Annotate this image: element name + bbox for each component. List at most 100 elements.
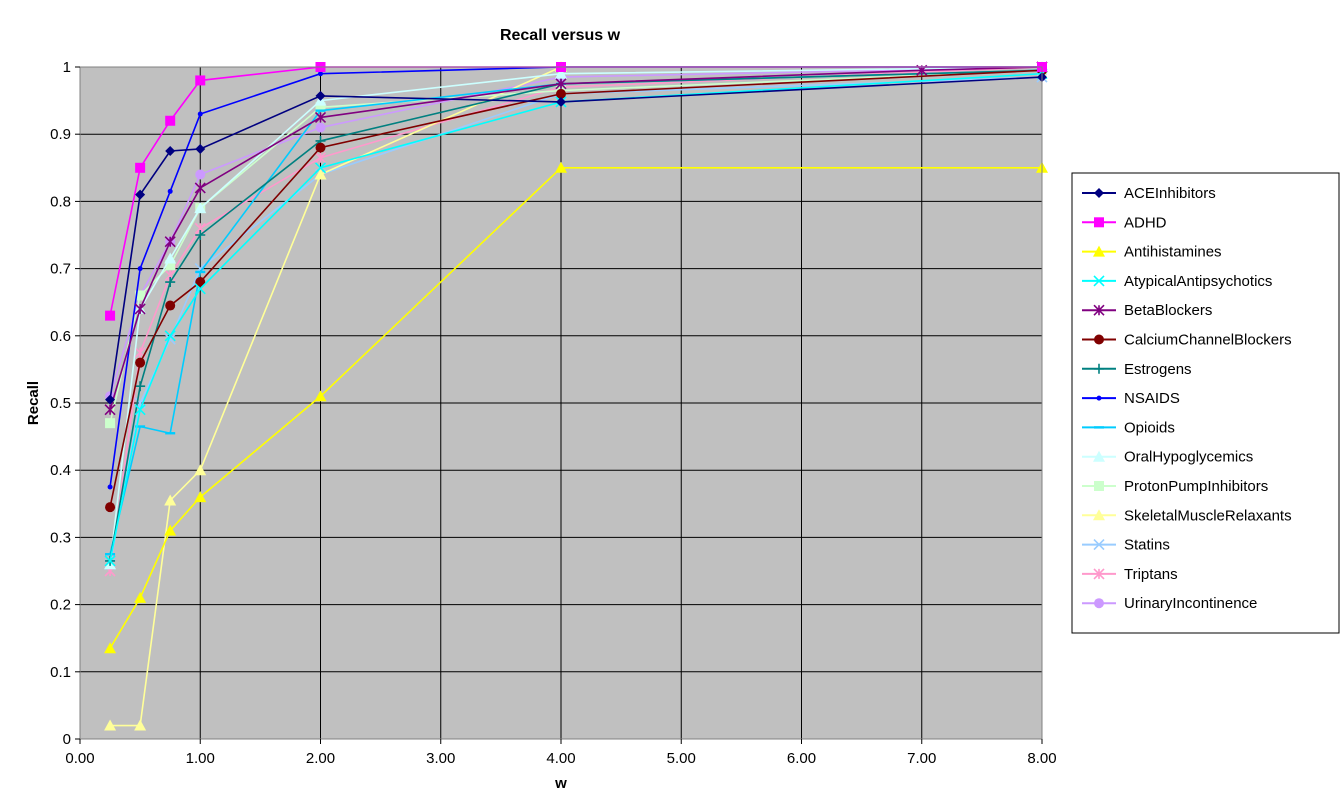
legend-label: OralHypoglycemics <box>1124 449 1253 466</box>
x-tick-label: 8.00 <box>1027 750 1056 767</box>
data-point <box>135 162 146 173</box>
legend-item: Antihistamines <box>1082 244 1222 261</box>
legend-label: Estrogens <box>1124 361 1192 378</box>
legend-item: UrinaryIncontinence <box>1082 595 1257 612</box>
y-tick-label: 0 <box>63 731 71 748</box>
x-axis-label: w <box>554 775 567 792</box>
data-point <box>134 591 147 603</box>
legend-item: ADHD <box>1082 214 1167 231</box>
data-point <box>555 161 567 173</box>
data-point <box>556 88 566 99</box>
data-point <box>314 168 327 180</box>
legend-marker <box>1093 568 1105 580</box>
legend-label: Triptans <box>1124 566 1178 583</box>
x-tick-label: 6.00 <box>787 750 816 767</box>
data-point <box>164 252 177 264</box>
x-tick-label: 7.00 <box>907 750 936 767</box>
data-point <box>164 524 177 536</box>
legend-marker <box>1094 598 1104 609</box>
x-tick-label: 3.00 <box>426 750 455 767</box>
legend-marker <box>1093 539 1105 551</box>
legend-item: ACEInhibitors <box>1082 185 1216 202</box>
data-point <box>314 152 327 164</box>
data-point <box>134 719 147 731</box>
legend: ACEInhibitors ADHD Antihistamines AtypicalA… <box>1071 172 1340 634</box>
data-point <box>165 260 176 271</box>
y-tick-label: 0.5 <box>50 395 71 412</box>
data-point <box>135 381 146 392</box>
x-tick-label: 0.00 <box>65 750 94 767</box>
data-point <box>164 494 177 506</box>
data-point <box>165 146 176 156</box>
x-tick-label: 4.00 <box>546 750 575 767</box>
data-point <box>195 277 206 288</box>
legend-marker <box>1094 481 1104 491</box>
legend-item: BetaBlockers <box>1082 302 1212 319</box>
data-point <box>195 169 206 180</box>
y-tick-label: 0.1 <box>50 664 71 681</box>
legend-label: SkeletalMuscleRelaxants <box>1124 507 1292 524</box>
data-point <box>165 300 176 311</box>
chart-title: Recall versus w <box>500 27 621 44</box>
data-point <box>135 357 146 368</box>
x-tick-label: 2.00 <box>306 750 335 767</box>
legend-item: CalciumChannelBlockers <box>1082 332 1292 349</box>
y-tick-label: 0.3 <box>50 529 71 546</box>
series-aceinhibitors <box>105 72 1047 405</box>
legend-label: ACEInhibitors <box>1124 185 1216 202</box>
legend-marker <box>1093 304 1105 316</box>
data-point <box>165 115 176 126</box>
x-axis-ticks: 0.00 1.00 2.00 3.00 4.00 5.00 6.00 7.00 8.00 <box>65 739 1057 767</box>
y-tick-label: 0.8 <box>50 193 71 210</box>
data-point <box>318 71 323 77</box>
data-point <box>105 502 116 513</box>
legend-item: SkeletalMuscleRelaxants <box>1082 507 1292 524</box>
data-point <box>197 111 203 117</box>
data-point <box>105 310 116 321</box>
legend-marker <box>1093 245 1105 257</box>
legend-item: Opioids <box>1082 419 1175 436</box>
legend-marker <box>1096 395 1102 401</box>
legend-label: BetaBlockers <box>1124 302 1212 319</box>
data-point <box>194 283 206 295</box>
data-point <box>194 182 206 194</box>
x-tick-label: 5.00 <box>667 750 696 767</box>
legend-box <box>1071 172 1340 634</box>
data-point <box>104 642 117 654</box>
legend-marker <box>1093 275 1105 287</box>
legend-label: AtypicalAntipsychotics <box>1124 273 1272 290</box>
legend-label: ADHD <box>1124 214 1167 231</box>
data-point <box>194 464 207 476</box>
legend-label: Opioids <box>1124 419 1175 436</box>
legend-item: ProtonPumpInhibitors <box>1082 478 1268 495</box>
legend-marker <box>1093 509 1105 521</box>
legend-label: UrinaryIncontinence <box>1124 595 1257 612</box>
data-point <box>135 189 146 200</box>
data-point <box>107 484 113 490</box>
y-tick-label: 0.6 <box>50 328 71 345</box>
data-point <box>555 67 567 79</box>
data-point <box>315 142 326 153</box>
data-point <box>555 78 567 90</box>
legend-marker <box>1093 450 1105 462</box>
data-point <box>135 290 146 301</box>
legend-item: OralHypoglycemics <box>1082 449 1253 466</box>
data-point <box>314 162 327 174</box>
data-point <box>105 418 116 429</box>
data-point <box>314 111 327 123</box>
data-point <box>314 390 327 402</box>
legend-item: AtypicalAntipsychotics <box>1082 273 1272 290</box>
data-point <box>105 394 116 405</box>
data-point <box>315 90 326 101</box>
data-point <box>195 143 206 154</box>
data-point <box>134 404 146 416</box>
y-tick-label: 0.9 <box>50 126 71 143</box>
series-layer <box>104 61 1048 731</box>
legend-marker <box>1094 334 1104 345</box>
data-point <box>134 303 146 315</box>
data-point <box>194 202 207 214</box>
data-point <box>104 719 117 731</box>
data-point <box>556 96 566 107</box>
series-line <box>109 66 1043 410</box>
